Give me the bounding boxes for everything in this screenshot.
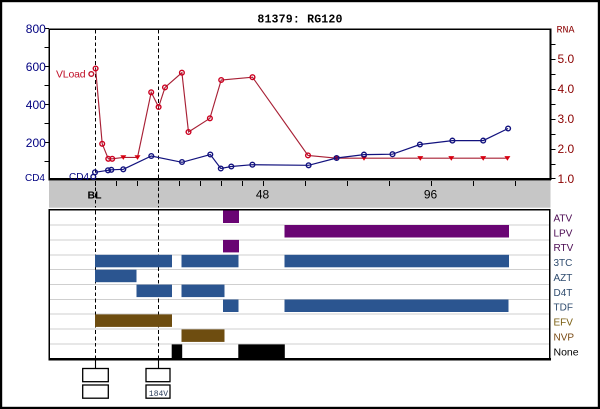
svg-text:200: 200 [26,136,46,150]
svg-text:1.0: 1.0 [558,172,575,186]
svg-text:NVP: NVP [554,332,575,343]
svg-text:400: 400 [26,98,46,112]
svg-text:4.0: 4.0 [558,82,575,96]
svg-text:184V: 184V [149,390,168,399]
svg-text:48: 48 [256,188,270,202]
svg-text:BL: BL [88,190,103,202]
svg-text:D4T: D4T [554,288,573,299]
svg-text:None: None [554,347,579,359]
svg-text:2.0: 2.0 [558,142,575,156]
svg-text:VLoad: VLoad [56,68,86,80]
svg-text:600: 600 [26,60,46,74]
svg-text:96: 96 [424,188,438,202]
svg-text:5.0: 5.0 [558,52,575,66]
svg-text:3.0: 3.0 [558,112,575,126]
svg-text:CD4: CD4 [25,173,45,184]
svg-text:TDF: TDF [554,303,573,314]
svg-text:LPV: LPV [554,228,573,239]
svg-text:ATV: ATV [554,214,573,225]
svg-text:800: 800 [26,22,46,36]
svg-text:AZT: AZT [554,273,573,284]
svg-text:RNA: RNA [557,26,575,37]
svg-text:EFV: EFV [554,318,574,329]
svg-text:3TC: 3TC [554,258,573,269]
svg-text:CD4: CD4 [69,172,89,183]
svg-text:RTV: RTV [554,243,574,254]
svg-text:81379: RG120: 81379: RG120 [257,13,342,26]
